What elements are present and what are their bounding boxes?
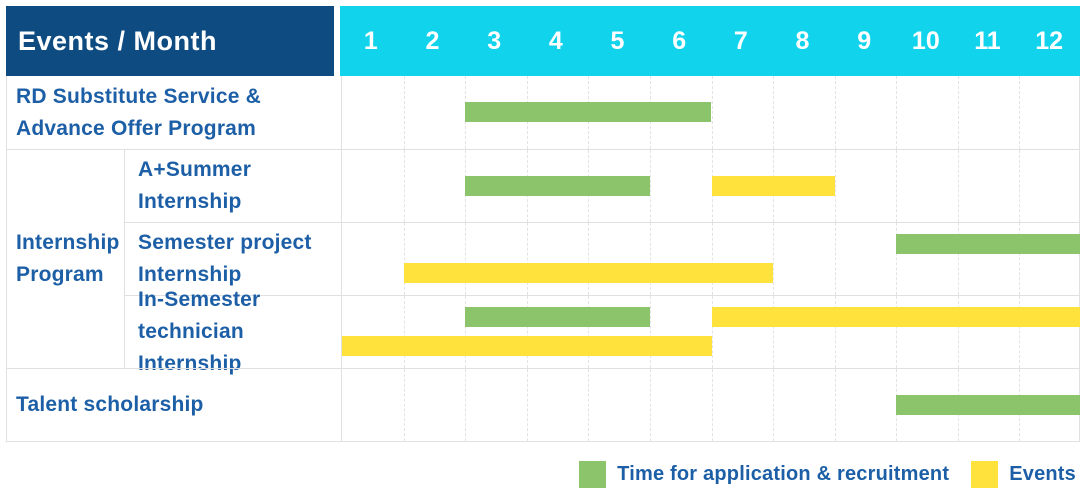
chart-row <box>341 368 1080 441</box>
month-gridline <box>1019 150 1021 222</box>
month-gridline <box>1019 296 1021 368</box>
sub-row-label-line: Internship <box>138 263 242 286</box>
legend-item-events: Events <box>971 461 1076 488</box>
group-label-line: Internship <box>16 231 120 254</box>
month-gridline <box>711 76 713 149</box>
month-gridline <box>403 223 405 295</box>
month-gridline <box>649 223 651 295</box>
month-header-6: 6 <box>672 26 687 55</box>
row-label-line: RD Substitute Service & <box>16 84 261 108</box>
legend-label-application: Time for application & recruitment <box>617 463 950 485</box>
month-header-5: 5 <box>610 26 625 55</box>
month-gridline <box>834 296 836 368</box>
events-bar <box>403 263 774 283</box>
sub-row-label: In-Semester technician Internship <box>124 288 341 375</box>
month-gridline <box>957 223 959 295</box>
month-gridline <box>896 150 898 222</box>
row-label-line: Advance Offer Program <box>16 116 256 140</box>
sub-row-label-line: Internship <box>138 190 242 213</box>
group-label-line: Program <box>16 263 104 286</box>
month-header-4: 4 <box>548 26 563 55</box>
month-header-9: 9 <box>857 26 872 55</box>
month-gridline <box>526 223 528 295</box>
schedule-grid: RD Substitute Service & Advance Offer Pro… <box>6 76 1080 442</box>
month-gridline <box>896 296 898 368</box>
chart-row <box>341 295 1080 368</box>
month-header-11: 11 <box>974 26 1001 55</box>
sub-row-label-line: In-Semester <box>138 288 261 311</box>
row-label: Talent scholarship <box>7 368 341 441</box>
application-bar <box>896 234 1080 254</box>
month-gridline <box>403 296 405 368</box>
chart-row <box>341 149 1080 222</box>
month-gridline <box>465 296 467 368</box>
legend-label-events: Events <box>1009 463 1076 485</box>
sub-row-label-line: technician Internship <box>138 320 244 375</box>
month-header-3: 3 <box>487 26 502 55</box>
events-month-header-cell: Events / Month <box>6 6 334 76</box>
chart-row <box>341 222 1080 295</box>
month-gridline <box>957 150 959 222</box>
application-bar <box>465 176 650 196</box>
month-gridline <box>834 150 836 222</box>
month-gridline <box>526 296 528 368</box>
month-header-2: 2 <box>425 26 440 55</box>
month-gridline <box>1019 223 1021 295</box>
month-header-8: 8 <box>795 26 810 55</box>
sub-row-label-line: A+Summer <box>138 158 252 181</box>
month-gridline <box>649 369 651 441</box>
month-gridline <box>957 76 959 149</box>
month-gridline <box>403 369 405 441</box>
month-gridline <box>711 223 713 295</box>
month-gridline <box>834 369 836 441</box>
month-gridline <box>896 223 898 295</box>
events-bar <box>342 336 712 356</box>
sub-row-label-line: Semester project <box>138 231 312 254</box>
schedule-table: Events / Month 1 2 3 4 5 6 7 8 9 10 11 12 RD Substi… <box>6 6 1080 442</box>
sub-row-label: Semester project Internship <box>124 222 341 295</box>
legend-item-application: Time for application & recruitment <box>579 461 949 488</box>
month-gridline <box>773 223 775 295</box>
month-gridline <box>834 76 836 149</box>
application-bar <box>465 307 650 327</box>
legend-swatch-application <box>579 461 607 488</box>
month-gridline <box>649 150 651 222</box>
month-gridline <box>649 296 651 368</box>
sub-row-label: A+Summer Internship <box>124 149 341 222</box>
events-bar <box>711 176 835 196</box>
month-header-7: 7 <box>733 26 748 55</box>
month-gridline <box>711 369 713 441</box>
row-label-line: Talent scholarship <box>16 393 204 416</box>
month-gridline <box>711 296 713 368</box>
month-header-1: 1 <box>363 26 378 55</box>
legend-swatch-events <box>971 461 999 488</box>
chart-row <box>341 76 1080 149</box>
row-label: RD Substitute Service & Advance Offer Pro… <box>7 76 341 149</box>
month-gridline <box>1019 76 1021 149</box>
events-bar <box>711 307 1080 327</box>
group-label: Internship Program <box>7 149 124 368</box>
month-gridline <box>896 76 898 149</box>
month-header-strip: 1 2 3 4 5 6 7 8 9 10 11 12 <box>340 6 1080 76</box>
month-gridline <box>403 76 405 149</box>
month-gridline <box>526 369 528 441</box>
legend: Time for application & recruitment Events <box>579 461 1076 488</box>
table-header-row: Events / Month 1 2 3 4 5 6 7 8 9 10 11 12 <box>6 6 1080 76</box>
month-gridline <box>773 296 775 368</box>
month-gridline <box>957 296 959 368</box>
month-header-10: 10 <box>911 26 940 55</box>
application-bar <box>896 395 1080 415</box>
month-gridline <box>465 223 467 295</box>
month-gridline <box>465 369 467 441</box>
month-gridline <box>588 369 590 441</box>
application-bar <box>465 102 712 122</box>
month-gridline <box>588 223 590 295</box>
month-header-12: 12 <box>1035 26 1064 55</box>
month-gridline <box>773 76 775 149</box>
month-gridline <box>773 369 775 441</box>
month-gridline <box>834 223 836 295</box>
month-gridline <box>403 150 405 222</box>
month-gridline <box>588 296 590 368</box>
